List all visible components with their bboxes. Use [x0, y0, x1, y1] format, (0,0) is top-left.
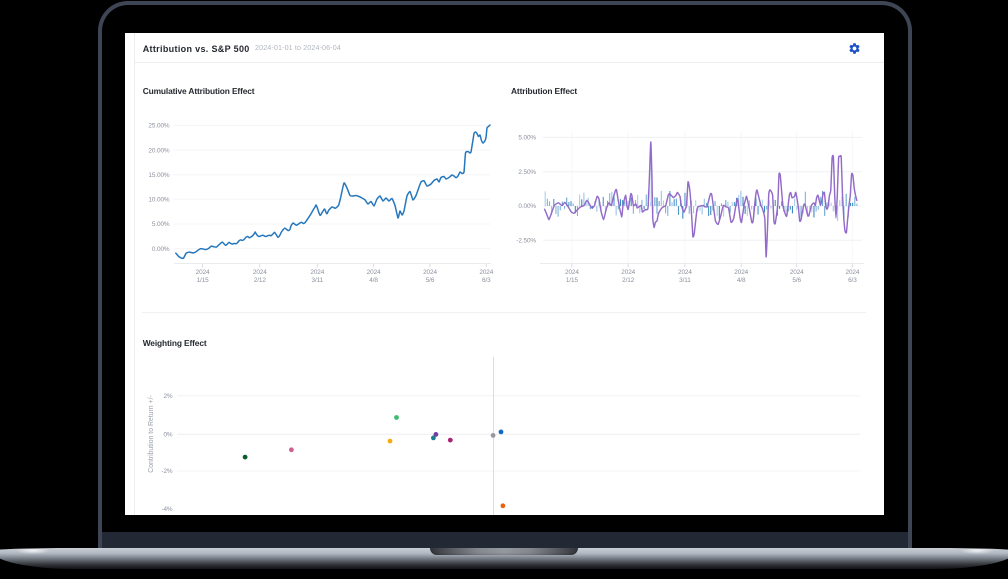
svg-text:10.00%: 10.00%: [148, 197, 169, 204]
svg-text:Contribution to Return +/-: Contribution to Return +/-: [148, 395, 155, 473]
svg-text:2024: 2024: [845, 269, 859, 276]
svg-text:2%: 2%: [163, 393, 172, 400]
svg-text:2024: 2024: [423, 269, 437, 276]
svg-text:2/12: 2/12: [254, 277, 267, 284]
svg-text:0%: 0%: [163, 432, 172, 439]
svg-text:20.00%: 20.00%: [148, 147, 169, 154]
svg-text:6/3: 6/3: [482, 277, 491, 284]
svg-text:-2.50%: -2.50%: [516, 238, 536, 245]
svg-text:-2%: -2%: [161, 468, 172, 475]
svg-text:1/15: 1/15: [566, 277, 579, 284]
svg-text:4/8: 4/8: [737, 277, 746, 284]
svg-text:5/6: 5/6: [792, 277, 801, 284]
svg-text:3/11: 3/11: [679, 277, 691, 284]
svg-text:15.00%: 15.00%: [148, 172, 169, 179]
svg-text:2024: 2024: [479, 269, 493, 276]
svg-text:-4%: -4%: [161, 506, 172, 513]
svg-text:2024: 2024: [621, 269, 635, 276]
svg-text:1/15: 1/15: [197, 277, 210, 284]
svg-text:5/6: 5/6: [426, 277, 435, 284]
svg-text:0.00%: 0.00%: [152, 246, 170, 253]
svg-text:2024: 2024: [253, 269, 267, 276]
svg-text:2/12: 2/12: [622, 277, 635, 284]
svg-text:0.00%: 0.00%: [518, 203, 536, 210]
svg-text:25.00%: 25.00%: [148, 123, 169, 130]
svg-text:2.50%: 2.50%: [518, 169, 536, 176]
svg-text:2024: 2024: [678, 269, 692, 276]
svg-text:4/8: 4/8: [369, 277, 378, 284]
svg-text:6/3: 6/3: [848, 277, 857, 284]
svg-text:2024: 2024: [734, 269, 748, 276]
svg-text:2024: 2024: [310, 269, 324, 276]
svg-text:5.00%: 5.00%: [152, 221, 170, 228]
svg-text:2024: 2024: [790, 269, 804, 276]
svg-text:5.00%: 5.00%: [518, 135, 536, 142]
svg-text:3/11: 3/11: [312, 277, 324, 284]
svg-text:2024: 2024: [367, 269, 381, 276]
svg-text:2024: 2024: [196, 269, 210, 276]
svg-text:2024: 2024: [565, 269, 579, 276]
